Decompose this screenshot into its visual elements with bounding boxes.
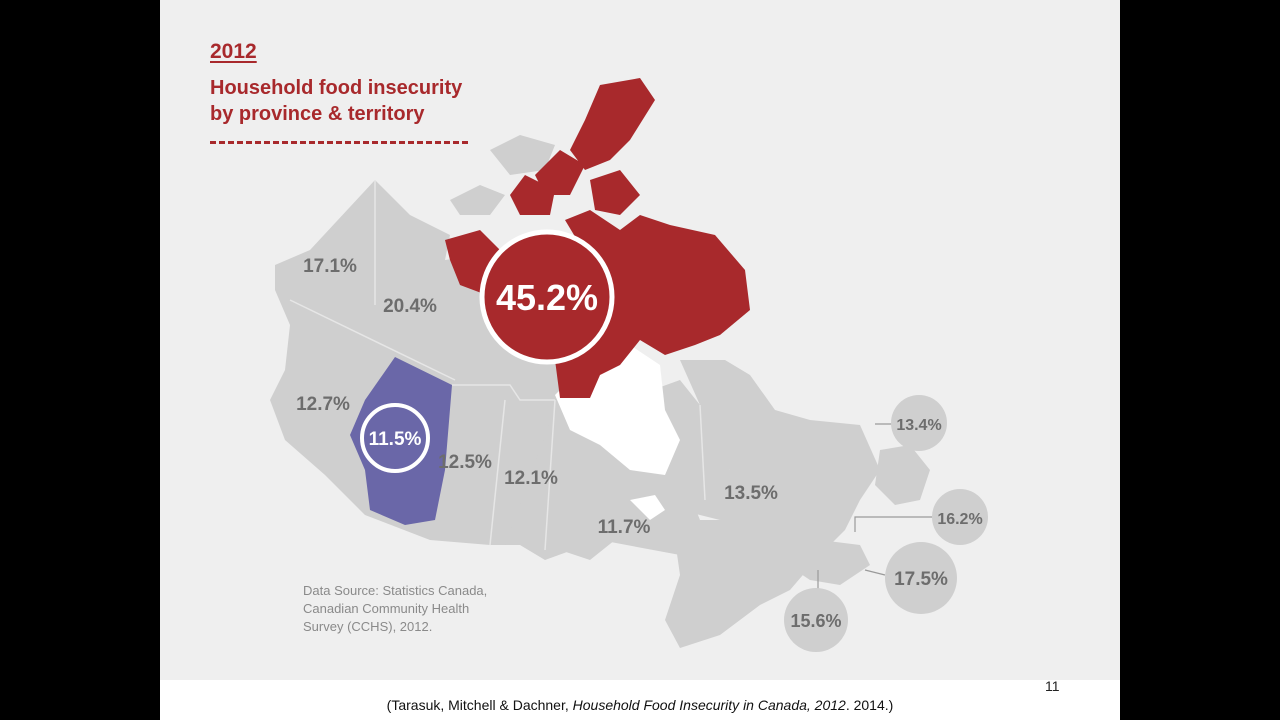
map-title: Household food insecurity by province & … bbox=[210, 75, 462, 127]
citation-suffix: . 2014.) bbox=[845, 697, 894, 713]
source-line3: Survey (CCHS), 2012. bbox=[303, 619, 433, 634]
alberta-bubble bbox=[360, 403, 430, 473]
alberta-region bbox=[350, 357, 452, 525]
yukon-value: 17.1% bbox=[303, 256, 357, 277]
citation: (Tarasuk, Mitchell & Dachner, Household … bbox=[160, 697, 1120, 713]
ontario-value: 11.7% bbox=[598, 517, 651, 538]
map-title-line1: Household food insecurity bbox=[210, 77, 463, 99]
nunavut-value: 45.2% bbox=[496, 277, 598, 318]
slide-number: 11 bbox=[1045, 678, 1060, 694]
saskatchewan-value: 12.5% bbox=[438, 452, 492, 473]
title-dashed-rule bbox=[210, 141, 468, 144]
ns-value: 17.5% bbox=[894, 569, 948, 590]
data-source-note: Data Source: Statistics Canada, Canadian… bbox=[303, 582, 487, 636]
nl-value: 13.4% bbox=[896, 417, 941, 434]
source-line2: Canadian Community Health bbox=[303, 601, 470, 616]
map-title-line2: by province & territory bbox=[210, 103, 425, 125]
citation-prefix: (Tarasuk, Mitchell & Dachner, bbox=[386, 697, 573, 713]
ns-bubble bbox=[885, 542, 957, 614]
nunavut-islands bbox=[510, 78, 655, 215]
slide: 45.2% 11.5% 17.1% 20.4% 12.7% 12.5% 12.1… bbox=[160, 0, 1120, 720]
maritimes-land bbox=[780, 540, 870, 585]
pei-value: 16.2% bbox=[937, 511, 982, 528]
leader-lines bbox=[817, 423, 933, 590]
province-borders bbox=[289, 180, 706, 551]
manitoba-value: 12.1% bbox=[504, 468, 558, 489]
title-year: 2012 bbox=[210, 40, 257, 63]
quebec-value: 13.5% bbox=[724, 483, 778, 504]
source-line1: Data Source: Statistics Canada, bbox=[303, 583, 488, 598]
nb-bubble bbox=[784, 588, 848, 652]
alberta-value: 11.5% bbox=[369, 429, 422, 450]
nunavut-bubble bbox=[479, 229, 615, 365]
great-lakes bbox=[630, 495, 665, 520]
map-panel: 45.2% 11.5% 17.1% 20.4% 12.7% 12.5% 12.1… bbox=[160, 0, 1120, 680]
citation-title: Household Food Insecurity in Canada, 201… bbox=[572, 697, 846, 713]
canada-map: 45.2% 11.5% 17.1% 20.4% 12.7% 12.5% 12.1… bbox=[270, 78, 988, 652]
nb-value: 15.6% bbox=[790, 611, 841, 631]
pei-bubble bbox=[932, 489, 988, 545]
nl-bubble bbox=[891, 395, 947, 451]
newfoundland-island bbox=[875, 445, 930, 505]
arctic-islands-west bbox=[450, 135, 555, 215]
nwt-value: 20.4% bbox=[383, 296, 437, 317]
bc-value: 12.7% bbox=[296, 394, 350, 415]
